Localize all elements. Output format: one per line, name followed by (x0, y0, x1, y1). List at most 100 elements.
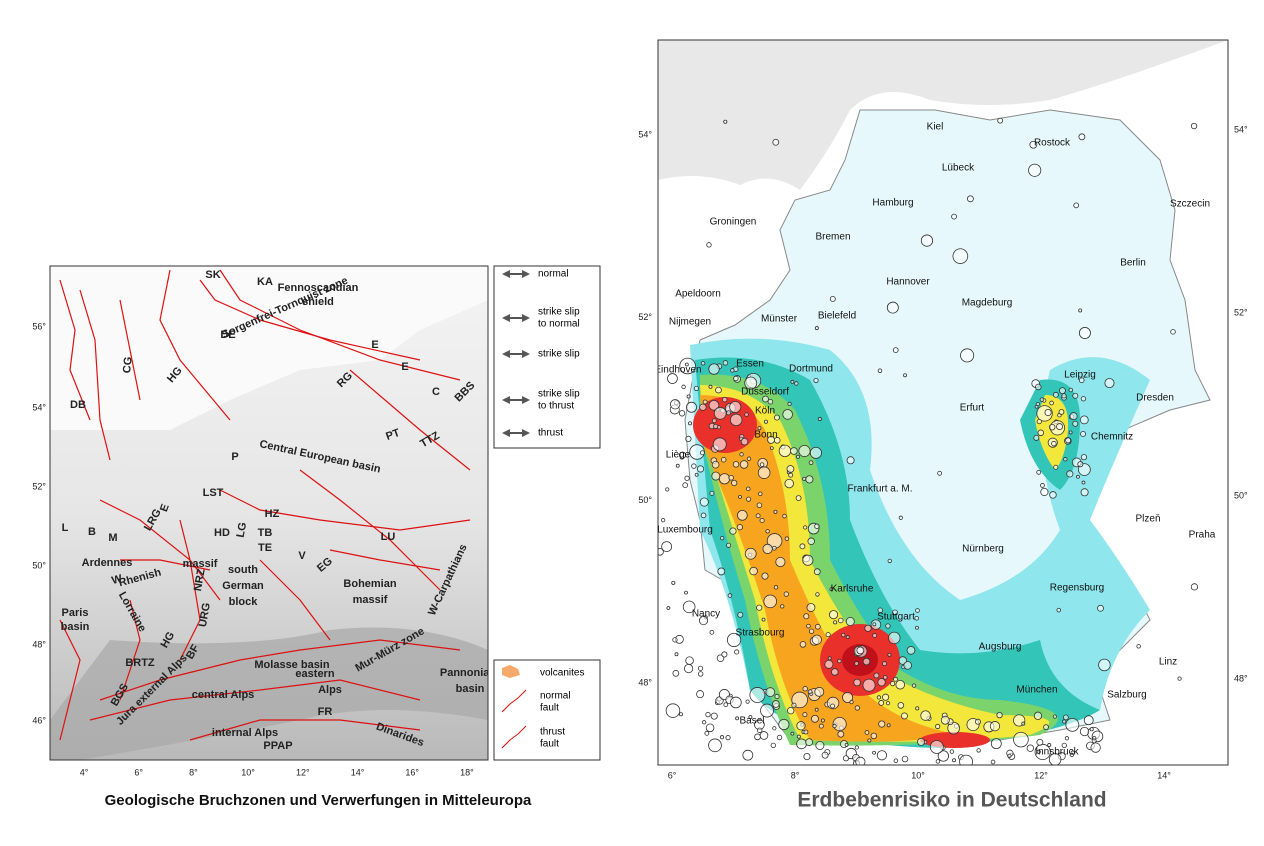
epicenter (872, 622, 877, 627)
epicenter (845, 616, 855, 626)
epicenter (1080, 431, 1087, 437)
epicenter (1037, 429, 1045, 437)
map-label: CG (121, 356, 134, 373)
city-label: Lübeck (942, 163, 975, 174)
epicenter (712, 437, 727, 452)
epicenter (756, 727, 763, 734)
lon-tick: 8° (189, 767, 198, 777)
city-label: Nijmegen (669, 317, 711, 328)
epicenter (706, 242, 712, 248)
epicenter (730, 696, 742, 709)
epicenter (1061, 393, 1067, 399)
epicenter (688, 421, 692, 426)
map-label: B (88, 526, 96, 538)
epicenter (786, 465, 795, 473)
epicenter (1053, 464, 1059, 470)
legend-label: to normal (538, 319, 580, 330)
epicenter (1065, 437, 1072, 444)
epicenter (1089, 727, 1094, 732)
epicenter (1068, 430, 1073, 435)
city-label: Köln (755, 406, 775, 417)
map-label: NRZ (192, 568, 208, 593)
epicenter (1072, 420, 1079, 427)
epicenter (773, 509, 778, 514)
city-label: Basel (739, 716, 764, 727)
epicenter (796, 721, 806, 731)
city-label: Chemnitz (1091, 432, 1133, 443)
epicenter (911, 683, 917, 688)
epicenter (877, 607, 884, 614)
epicenter (686, 401, 697, 413)
map-label: BRTZ (125, 657, 155, 669)
city-label: Münster (761, 314, 798, 325)
epicenter (854, 745, 859, 750)
epicenter (805, 738, 814, 747)
epicenter (729, 413, 743, 427)
epicenter (678, 451, 687, 459)
epicenter (805, 475, 814, 484)
epicenter (1048, 753, 1062, 765)
epicenter (845, 635, 850, 640)
epicenter (1069, 412, 1078, 421)
epicenter (929, 740, 944, 754)
epicenter (736, 524, 743, 531)
epicenter (877, 368, 883, 374)
lon-tick: 14° (1157, 770, 1171, 780)
city-label: Bielefeld (818, 311, 856, 322)
legend-arrow (502, 396, 530, 404)
city-label: Praha (1189, 530, 1216, 541)
epicenter (670, 399, 681, 410)
lat-tick: 52° (638, 312, 652, 322)
epicenter (882, 693, 890, 701)
epicenter (821, 751, 829, 759)
epicenter (1072, 392, 1079, 399)
epicenter (1066, 470, 1074, 478)
epicenter (886, 723, 891, 728)
epicenter (813, 377, 819, 384)
epicenter (1033, 434, 1040, 441)
epicenter (719, 735, 725, 740)
epicenter (1036, 469, 1042, 475)
fault-line (59, 279, 91, 421)
epicenter (696, 690, 705, 699)
epicenter (1052, 391, 1059, 398)
epicenter (1080, 454, 1088, 461)
legend-fault (501, 725, 527, 749)
epicenter (791, 702, 797, 708)
epicenter (837, 658, 842, 664)
epicenter (1049, 400, 1054, 406)
epicenter (723, 702, 729, 708)
map-label: SK (205, 269, 220, 281)
city-label: Düsseldorf (741, 387, 789, 398)
epicenter (739, 452, 744, 457)
epicenter (862, 657, 871, 666)
epicenter (757, 466, 771, 479)
epicenter (914, 615, 919, 621)
epicenter (658, 548, 664, 556)
city-label: Frankfurt a. M. (847, 484, 912, 495)
epicenter (1062, 714, 1069, 721)
epicenter (726, 410, 732, 416)
city-label: Stuttgart (877, 612, 915, 623)
lat-tick: 48° (1234, 673, 1248, 683)
epicenter (849, 699, 854, 705)
city-label: Strasbourg (736, 628, 785, 639)
epicenter (814, 707, 819, 712)
epicenter (763, 594, 778, 609)
epicenter (783, 591, 789, 597)
epicenter (1035, 383, 1042, 391)
epicenter (769, 446, 774, 451)
epicenter (778, 444, 792, 458)
epicenter (1061, 742, 1067, 749)
epicenter (989, 721, 1001, 732)
epicenter (1090, 742, 1101, 753)
lat-tick: 46° (32, 715, 46, 725)
epicenter (760, 703, 774, 718)
epicenter (784, 536, 790, 541)
epicenter (811, 714, 819, 723)
epicenter (790, 447, 798, 455)
epicenter (717, 567, 726, 576)
epicenter (887, 558, 892, 564)
lon-tick: 4° (80, 767, 89, 777)
epicenter (708, 738, 722, 753)
